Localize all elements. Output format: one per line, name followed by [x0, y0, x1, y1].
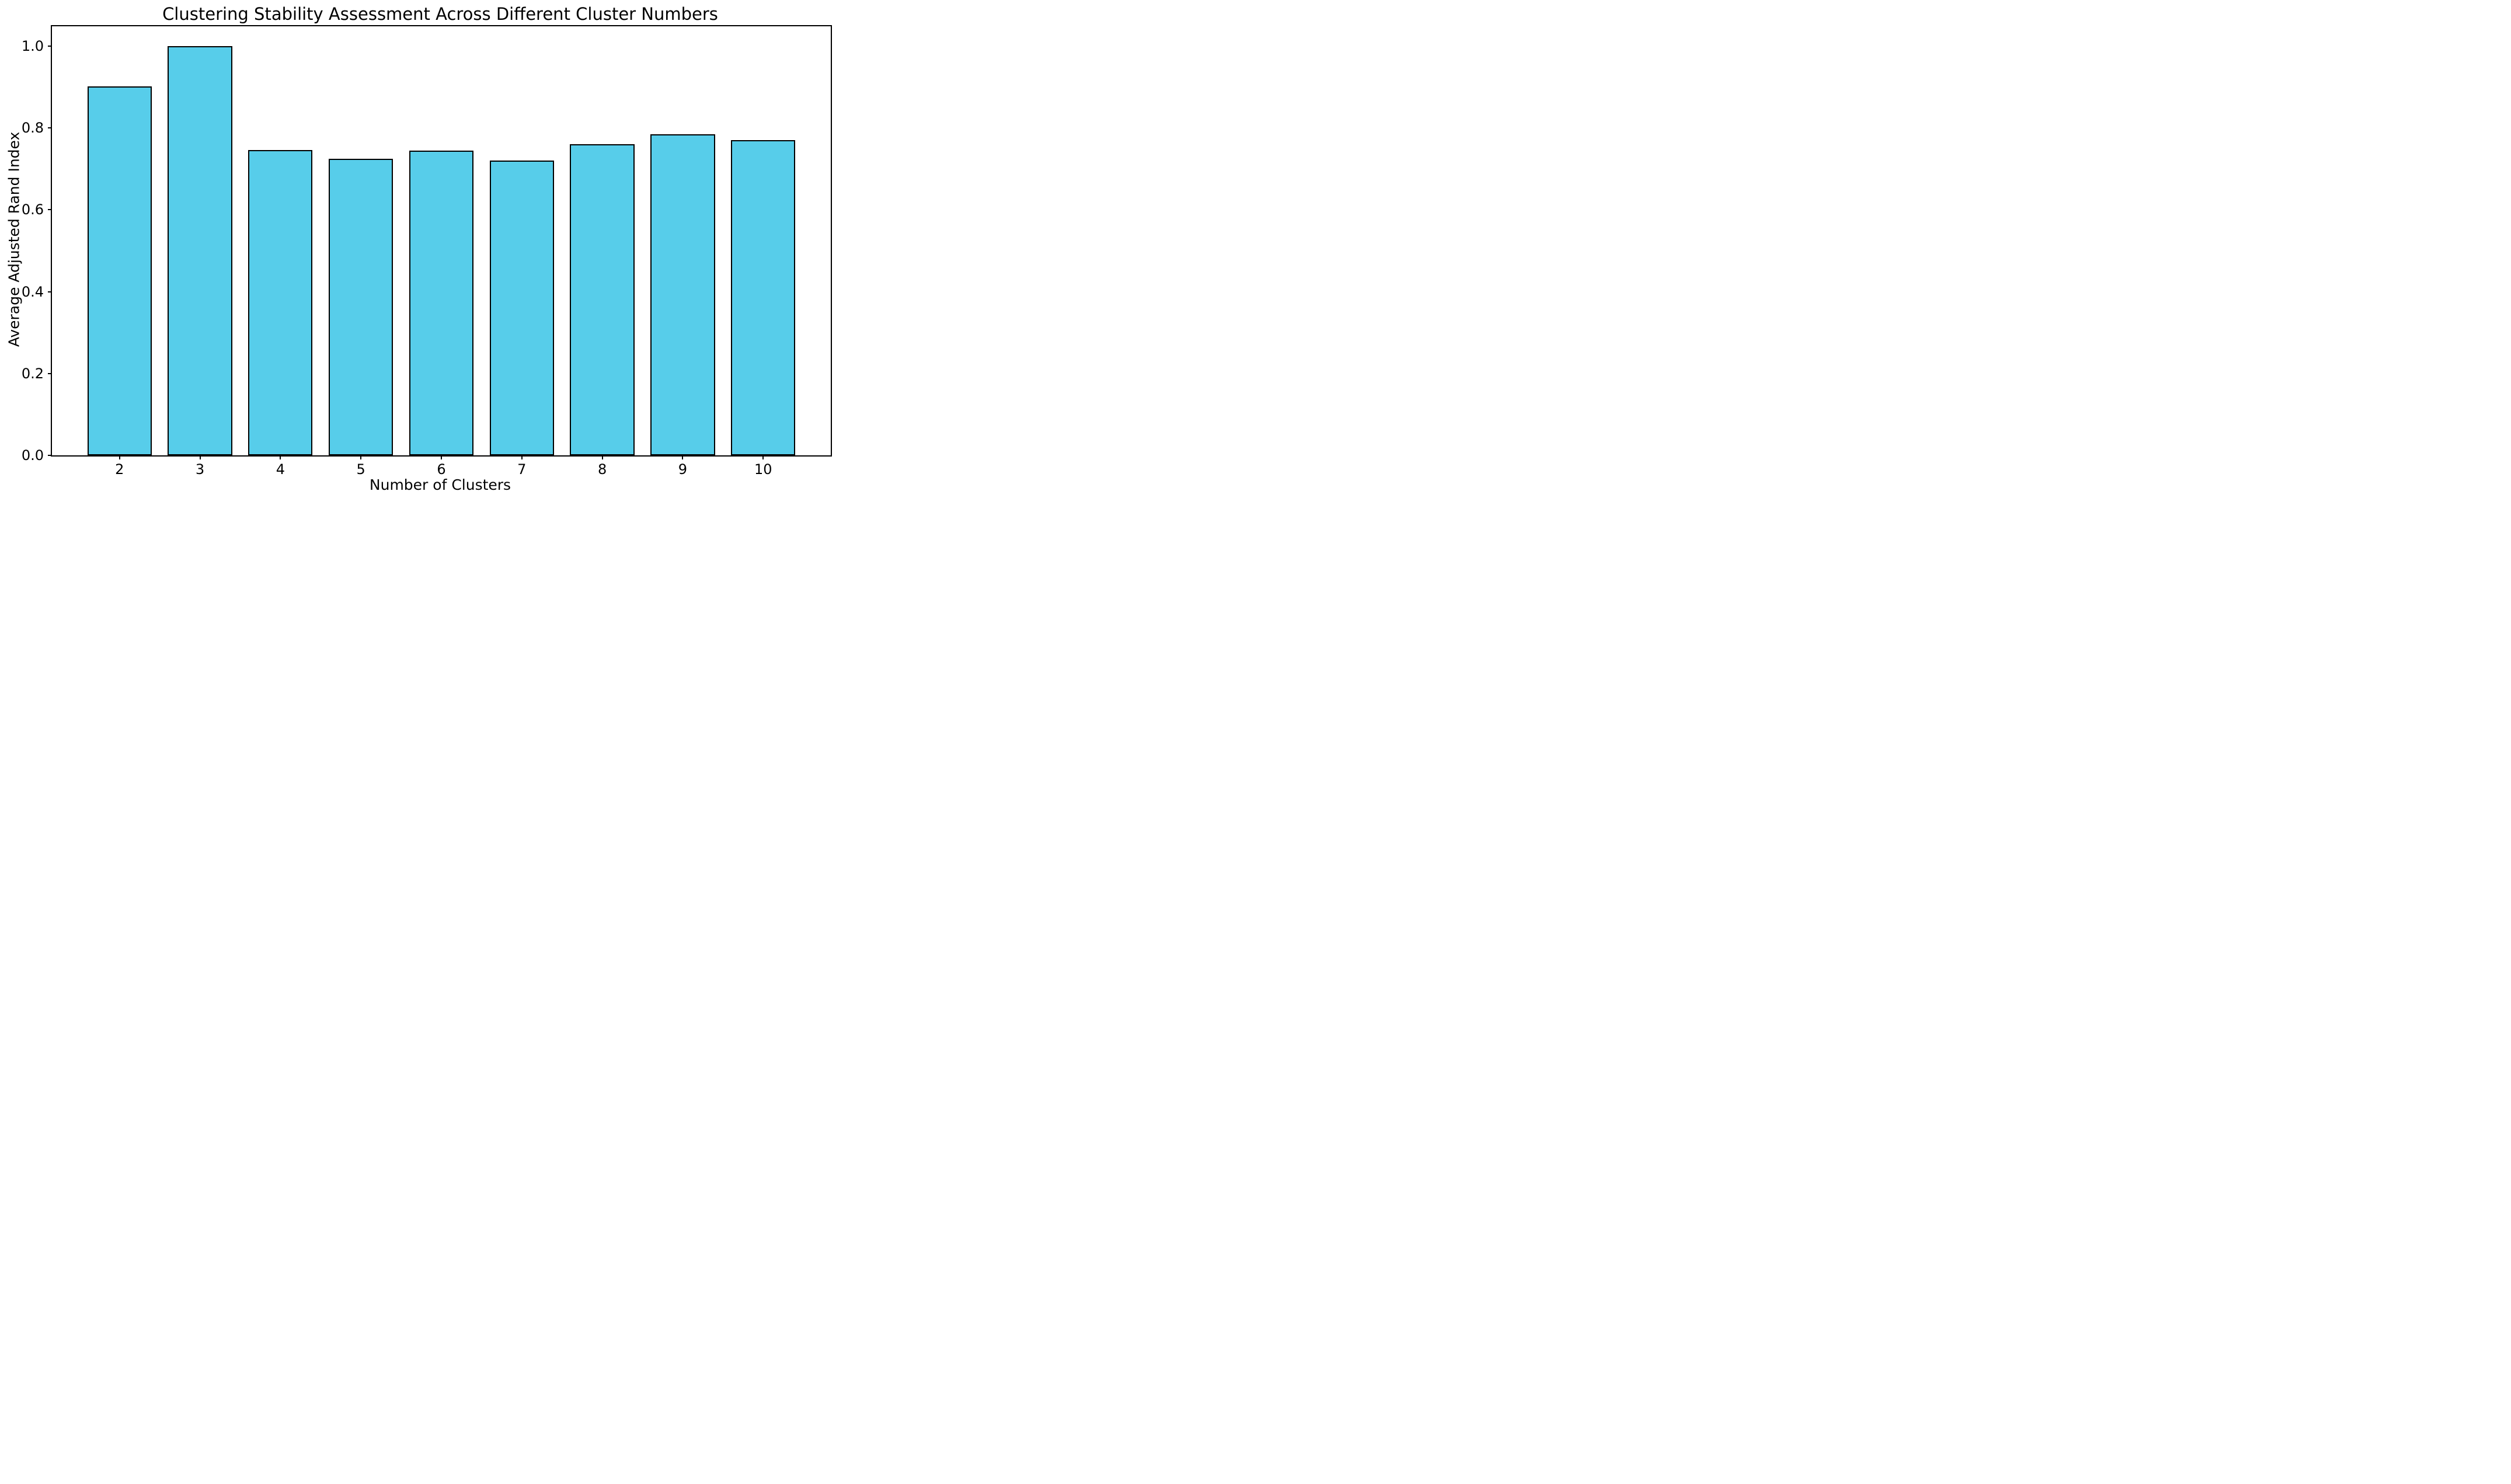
x-tick-3: [199, 455, 201, 459]
x-tick-8: [601, 455, 603, 459]
x-tick-label-4: 4: [276, 461, 285, 478]
y-tick-label-0.2: 0.2: [21, 365, 44, 382]
y-tick-0.8: [48, 127, 52, 129]
x-axis-label: Number of Clusters: [369, 476, 511, 493]
y-tick-1.0: [48, 45, 52, 47]
figure: Clustering Stability Assessment Across D…: [0, 0, 837, 494]
x-tick-label-8: 8: [597, 461, 607, 478]
y-tick-0.6: [48, 209, 52, 211]
chart-title: Clustering Stability Assessment Across D…: [162, 4, 718, 24]
y-axis-label: Average Adjusted Rand Index: [5, 131, 23, 347]
bar-cluster-9: [650, 134, 715, 455]
bar-cluster-2: [87, 86, 152, 455]
y-tick-label-0.6: 0.6: [21, 201, 44, 218]
y-tick-label-0.4: 0.4: [21, 283, 44, 300]
y-tick-label-1.0: 1.0: [21, 37, 44, 54]
bar-cluster-3: [168, 46, 232, 455]
bar-cluster-5: [329, 158, 393, 455]
x-tick-label-6: 6: [437, 461, 446, 478]
x-tick-label-10: 10: [754, 461, 772, 478]
bar-cluster-4: [248, 150, 313, 455]
x-tick-4: [280, 455, 281, 459]
y-tick-label-0.8: 0.8: [21, 120, 44, 137]
x-tick-label-7: 7: [517, 461, 527, 478]
x-tick-6: [441, 455, 442, 459]
y-tick-0.2: [48, 372, 52, 374]
x-tick-5: [360, 455, 362, 459]
y-tick-0.0: [48, 455, 52, 456]
bar-cluster-8: [570, 144, 635, 455]
y-tick-0.4: [48, 291, 52, 292]
x-tick-label-9: 9: [678, 461, 688, 478]
bar-cluster-6: [409, 151, 474, 455]
y-tick-label-0.0: 0.0: [21, 447, 44, 464]
x-tick-10: [762, 455, 764, 459]
x-tick-label-3: 3: [195, 461, 205, 478]
bar-cluster-7: [489, 161, 554, 455]
x-tick-9: [682, 455, 684, 459]
x-tick-label-2: 2: [115, 461, 124, 478]
bar-cluster-10: [731, 140, 796, 455]
x-tick-2: [119, 455, 120, 459]
plot-area: 2 3 4 5 6 7 8 9 10 0.0 0.2 0.4 0.6 0.8 1.0: [22, 25, 832, 476]
x-tick-7: [521, 455, 523, 459]
x-tick-label-5: 5: [356, 461, 365, 478]
